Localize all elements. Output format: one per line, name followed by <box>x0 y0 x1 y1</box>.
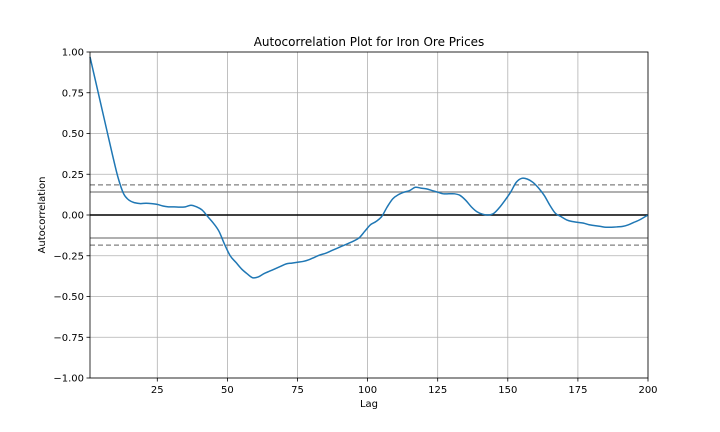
reference-lines <box>90 184 648 246</box>
x-tick-label: 25 <box>151 385 164 396</box>
x-tick-label: 50 <box>221 385 234 396</box>
chart-title: Autocorrelation Plot for Iron Ore Prices <box>254 35 485 49</box>
series-layer <box>89 56 649 279</box>
y-tick-label: 1.00 <box>62 48 84 59</box>
x-axis-ticks: 25 50 75 100 125 150 175 200 <box>151 378 658 396</box>
y-tick-label: 0.50 <box>62 129 84 140</box>
x-tick-label: 150 <box>498 385 517 396</box>
autocorrelation-series-line <box>89 56 649 279</box>
y-tick-label: −0.25 <box>53 251 84 262</box>
x-tick-label: 100 <box>358 385 377 396</box>
x-tick-label: 125 <box>428 385 447 396</box>
y-axis-label: Autocorrelation <box>37 177 48 254</box>
y-tick-label: 0.00 <box>62 211 84 222</box>
x-tick-label: 175 <box>568 385 587 396</box>
x-tick-label: 200 <box>638 385 657 396</box>
x-tick-label: 75 <box>291 385 304 396</box>
y-tick-label: 0.75 <box>62 88 84 99</box>
y-tick-label: −0.75 <box>53 333 84 344</box>
y-tick-label: −0.50 <box>53 292 84 303</box>
y-tick-label: 0.25 <box>62 170 84 181</box>
x-axis-label: Lag <box>360 399 378 410</box>
y-tick-label: −1.00 <box>53 374 84 385</box>
y-axis-ticks: −1.00 −0.75 −0.50 −0.25 0.00 0.25 0.50 0.75 1.00 <box>53 48 90 385</box>
